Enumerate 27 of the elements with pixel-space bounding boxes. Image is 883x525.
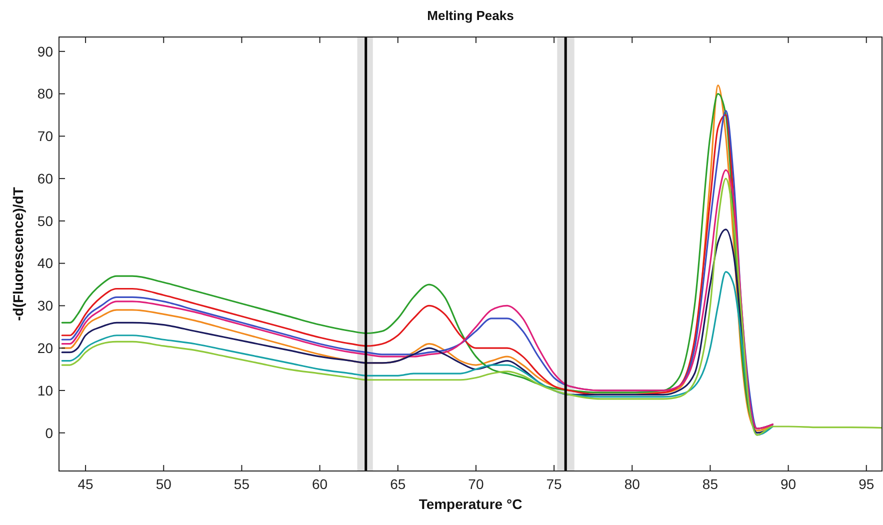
x-axis-title: Temperature °C [418,496,522,512]
y-tick-label: 10 [37,382,54,398]
line-series [61,169,774,430]
y-tick-label: 0 [45,424,54,441]
x-tick-label: 50 [156,476,172,492]
x-tick-label: 70 [468,476,484,492]
chart-title: Melting Peaks [427,8,514,23]
x-tick-label: 85 [702,476,718,492]
y-tick-label: 90 [37,43,54,60]
x-tick-label: 95 [858,476,874,492]
y-tick-label: 70 [37,128,54,144]
line-series [61,271,774,436]
x-tick-label: 55 [234,476,250,492]
x-tick-label: 60 [312,476,328,492]
y-tick-label: 80 [37,86,54,102]
x-tick-label: 75 [546,476,562,492]
x-tick-label: 80 [624,476,640,492]
y-tick-label: 40 [37,255,54,272]
line-series [61,178,882,436]
y-tick-label: 50 [37,212,54,229]
x-tick-label: 90 [780,476,796,492]
y-tick-label: 60 [37,170,54,186]
y-tick-label: 20 [37,340,54,356]
x-tick-label: 45 [78,476,94,492]
y-tick-label: 30 [37,298,54,314]
x-tick-label: 65 [390,476,406,492]
y-axis-title: -d(Fluorescence)/dT [10,186,26,321]
